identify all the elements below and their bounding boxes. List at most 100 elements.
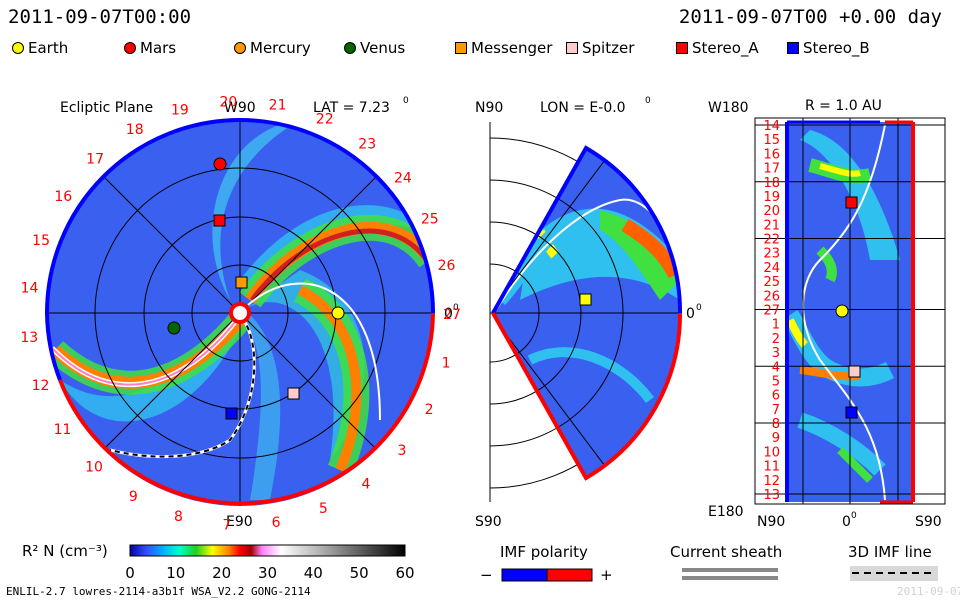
latlon-y-label: 2 [772, 332, 780, 347]
sector-label: 17 [86, 151, 104, 167]
colorbar-tick-label: 0 [125, 564, 135, 582]
legend-label: Mars [140, 39, 177, 57]
meridional-title-deg: 0 [645, 96, 651, 106]
footer-date: 2011-09-07 [897, 585, 960, 598]
sector-label: 15 [32, 233, 50, 249]
sector-label: 6 [272, 515, 281, 531]
latlon-y-label: 16 [763, 147, 780, 162]
ecliptic-w90-label: W90 [224, 100, 256, 116]
latlon-y-label: 20 [763, 204, 780, 219]
latlon-y-label: 8 [772, 417, 780, 432]
sector-label: 2 [425, 402, 434, 418]
stereo-a-marker [213, 214, 226, 227]
right-timestamp: 2011-09-07T00 +0.00 day [678, 6, 942, 28]
latlon-y-label: 11 [763, 460, 780, 475]
ecliptic-0-deg: 0 [453, 303, 459, 313]
sector-label: 21 [269, 97, 287, 113]
meridional-title: LON = E-0.0 [540, 100, 626, 116]
sector-label: 14 [21, 281, 39, 297]
latlon-y-label: 14 [763, 119, 780, 134]
legend-label: Earth [28, 39, 69, 57]
sector-label: 27 [443, 307, 461, 323]
sector-label: 1 [442, 356, 451, 372]
legend-stereo-b: Stereo_B [787, 39, 870, 57]
latlon-y-label: 25 [763, 275, 780, 290]
latlon-y-label: 24 [763, 261, 780, 276]
legend-stereo-a: Stereo_A [676, 39, 759, 57]
current-sheath-line-1 [682, 568, 778, 572]
sector-label: 20 [219, 94, 237, 110]
spitzer-marker-icon [566, 42, 578, 54]
sector-label: 8 [174, 509, 183, 525]
sector-label: 19 [171, 103, 189, 119]
sector-label: 13 [20, 330, 38, 346]
legend-label: Venus [360, 39, 406, 57]
latlon-w180-label: W180 [708, 100, 749, 116]
legend-label: Messenger [471, 39, 553, 57]
ecliptic-polarity-arc-blue [45, 118, 435, 314]
latlon-y-label: 3 [772, 346, 780, 361]
meridional-earth-marker [579, 293, 592, 306]
mars-marker [213, 157, 227, 171]
colorbar-ticks: 0 10 20 30 40 50 60 [125, 564, 414, 582]
sector-label: 25 [421, 212, 439, 228]
colorbar-label: R² N (cm⁻³) [22, 542, 108, 560]
venus-marker [167, 321, 181, 335]
left-timestamp: 2011-09-07T00:00 [8, 6, 192, 28]
meridional-panel [489, 122, 683, 502]
legend-messenger: Messenger [455, 39, 552, 57]
sector-label: 7 [222, 518, 231, 534]
latlon-x-s90: S90 [915, 514, 942, 530]
spitzer-marker [287, 387, 300, 400]
imf-polarity-plus: + [600, 566, 613, 584]
sector-label: 3 [397, 443, 406, 459]
sector-label: 24 [394, 170, 412, 186]
colorbar-tick-label: 10 [166, 564, 185, 582]
latlon-y-label: 10 [763, 445, 780, 460]
latlon-y-label: 21 [763, 218, 780, 233]
latlon-y-label: 5 [772, 375, 780, 390]
latlon-y-labels: 1415161718192021222324252627123456789101… [763, 119, 780, 503]
latlon-y-label: 7 [772, 403, 780, 418]
imf-polarity-plus-bar [546, 568, 593, 582]
sector-label: 23 [358, 136, 376, 152]
latlon-x-n90: N90 [757, 514, 785, 530]
latlon-spitzer-marker [848, 365, 861, 378]
colorbar [129, 544, 406, 557]
colorbar-tick-label: 20 [212, 564, 231, 582]
sector-label: 18 [126, 122, 144, 138]
legend-earth: Earth [12, 39, 68, 57]
latlon-y-label: 19 [763, 190, 780, 205]
colorbar-tick-label: 50 [350, 564, 369, 582]
stereo-a-marker-icon [676, 42, 688, 54]
latlon-e180-label: E180 [708, 504, 744, 520]
imf-line-label: 3D IMF line [848, 543, 932, 561]
sector-label: 9 [129, 489, 138, 505]
current-sheath-label: Current sheath [670, 543, 783, 561]
sector-label: 26 [438, 258, 456, 274]
latlon-y-label: 12 [763, 474, 780, 489]
earth-marker-icon [12, 42, 24, 54]
messenger-marker-icon [455, 42, 467, 54]
latlon-y-label: 4 [772, 360, 780, 375]
legend-mars: Mars [124, 39, 176, 57]
imf-polarity-label: IMF polarity [500, 543, 588, 561]
ecliptic-e90-label: E90 [226, 514, 253, 530]
latlon-y-label: 15 [763, 133, 780, 148]
latlon-x-0: 0 [842, 514, 851, 530]
latlon-stereo-a-marker [845, 196, 858, 209]
messenger-marker [235, 276, 248, 289]
footer-model-info: ENLIL-2.7 lowres-2114-a3b1f WSA_V2.2 GON… [6, 585, 311, 598]
sector-label: 10 [85, 460, 103, 476]
latlon-y-label: 1 [772, 318, 780, 333]
sector-label: 11 [54, 422, 72, 438]
venus-marker-icon [344, 42, 356, 54]
meridional-s90-label: S90 [475, 514, 502, 530]
sector-label: 16 [54, 189, 72, 205]
latlon-y-label: 13 [763, 488, 780, 503]
meridional-0-label: 0 [686, 306, 695, 322]
legend-label: Stereo_B [803, 39, 870, 57]
legend-label: Spitzer [582, 39, 635, 57]
